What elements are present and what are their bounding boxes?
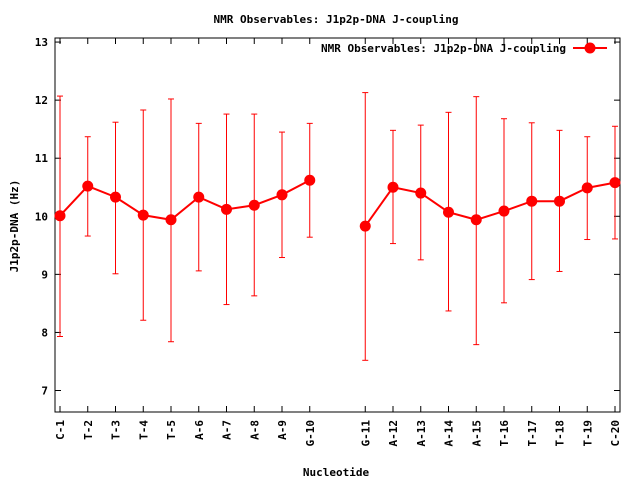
data-point xyxy=(526,195,538,207)
data-point xyxy=(387,181,399,193)
data-point xyxy=(193,191,205,203)
x-axis-ticks: C-1 T-2 T-3 T-4 T-5 A-6 A-7 A-8 A-9 G-10 G-11 A-12 A… xyxy=(54,38,622,447)
data-point xyxy=(359,220,371,232)
x-tick-label: A-14 xyxy=(443,420,456,447)
data-point xyxy=(110,191,121,203)
y-tick-label: 12 xyxy=(35,94,48,107)
x-tick-label: A-7 xyxy=(221,420,234,440)
x-tick-label: T-19 xyxy=(581,420,594,447)
x-tick-label: T-4 xyxy=(137,420,150,440)
x-tick-label: C-20 xyxy=(609,420,622,447)
chart-title: NMR Observables: J1p2p-DNA J-coupling xyxy=(213,13,458,26)
x-tick-label: A-8 xyxy=(248,420,261,440)
x-tick-label: T-16 xyxy=(498,420,511,447)
x-tick-label: G-10 xyxy=(304,420,317,447)
data-point xyxy=(470,214,482,226)
data-point xyxy=(137,209,149,221)
y-tick-label: 13 xyxy=(35,36,48,49)
x-tick-label: A-13 xyxy=(415,420,428,447)
data-point xyxy=(248,199,260,211)
data-point xyxy=(82,180,94,192)
x-tick-label: T-18 xyxy=(554,420,567,447)
data-point xyxy=(221,203,232,215)
series-line xyxy=(59,179,311,221)
y-tick-label: 11 xyxy=(35,152,49,165)
x-axis-label: Nucleotide xyxy=(303,466,370,479)
y-tick-label: 8 xyxy=(41,326,48,339)
y-axis-label: J1p2p-DNA (Hz) xyxy=(8,180,21,273)
data-point xyxy=(609,177,621,189)
series-lines xyxy=(59,179,616,227)
data-point xyxy=(54,210,66,222)
data-points xyxy=(54,174,621,232)
x-tick-label: A-6 xyxy=(193,420,206,440)
y-tick-label: 7 xyxy=(41,385,48,398)
data-point xyxy=(415,187,427,199)
y-tick-label: 10 xyxy=(35,210,48,223)
x-tick-label: T-5 xyxy=(165,420,178,440)
series-line xyxy=(364,181,616,227)
x-tick-label: A-12 xyxy=(387,420,400,447)
x-tick-label: C-1 xyxy=(54,420,67,440)
legend-label: NMR Observables: J1p2p-DNA J-coupling xyxy=(321,42,566,55)
x-tick-label: A-15 xyxy=(470,420,483,447)
x-tick-label: T-2 xyxy=(82,420,95,440)
data-point xyxy=(554,195,565,207)
data-point xyxy=(276,189,288,201)
x-tick-label: T-17 xyxy=(526,420,539,447)
x-tick-label: T-3 xyxy=(110,420,123,440)
data-point xyxy=(304,174,316,186)
data-point xyxy=(443,206,454,218)
data-point xyxy=(498,205,510,217)
y-tick-label: 9 xyxy=(41,268,48,281)
data-point xyxy=(165,214,177,226)
plot-frame xyxy=(54,37,621,413)
legend: NMR Observables: J1p2p-DNA J-coupling xyxy=(321,42,607,55)
x-tick-label: A-9 xyxy=(276,420,289,440)
x-tick-label: G-11 xyxy=(359,420,372,447)
data-point xyxy=(581,182,593,194)
legend-marker xyxy=(584,42,596,54)
error-bars xyxy=(57,92,618,361)
